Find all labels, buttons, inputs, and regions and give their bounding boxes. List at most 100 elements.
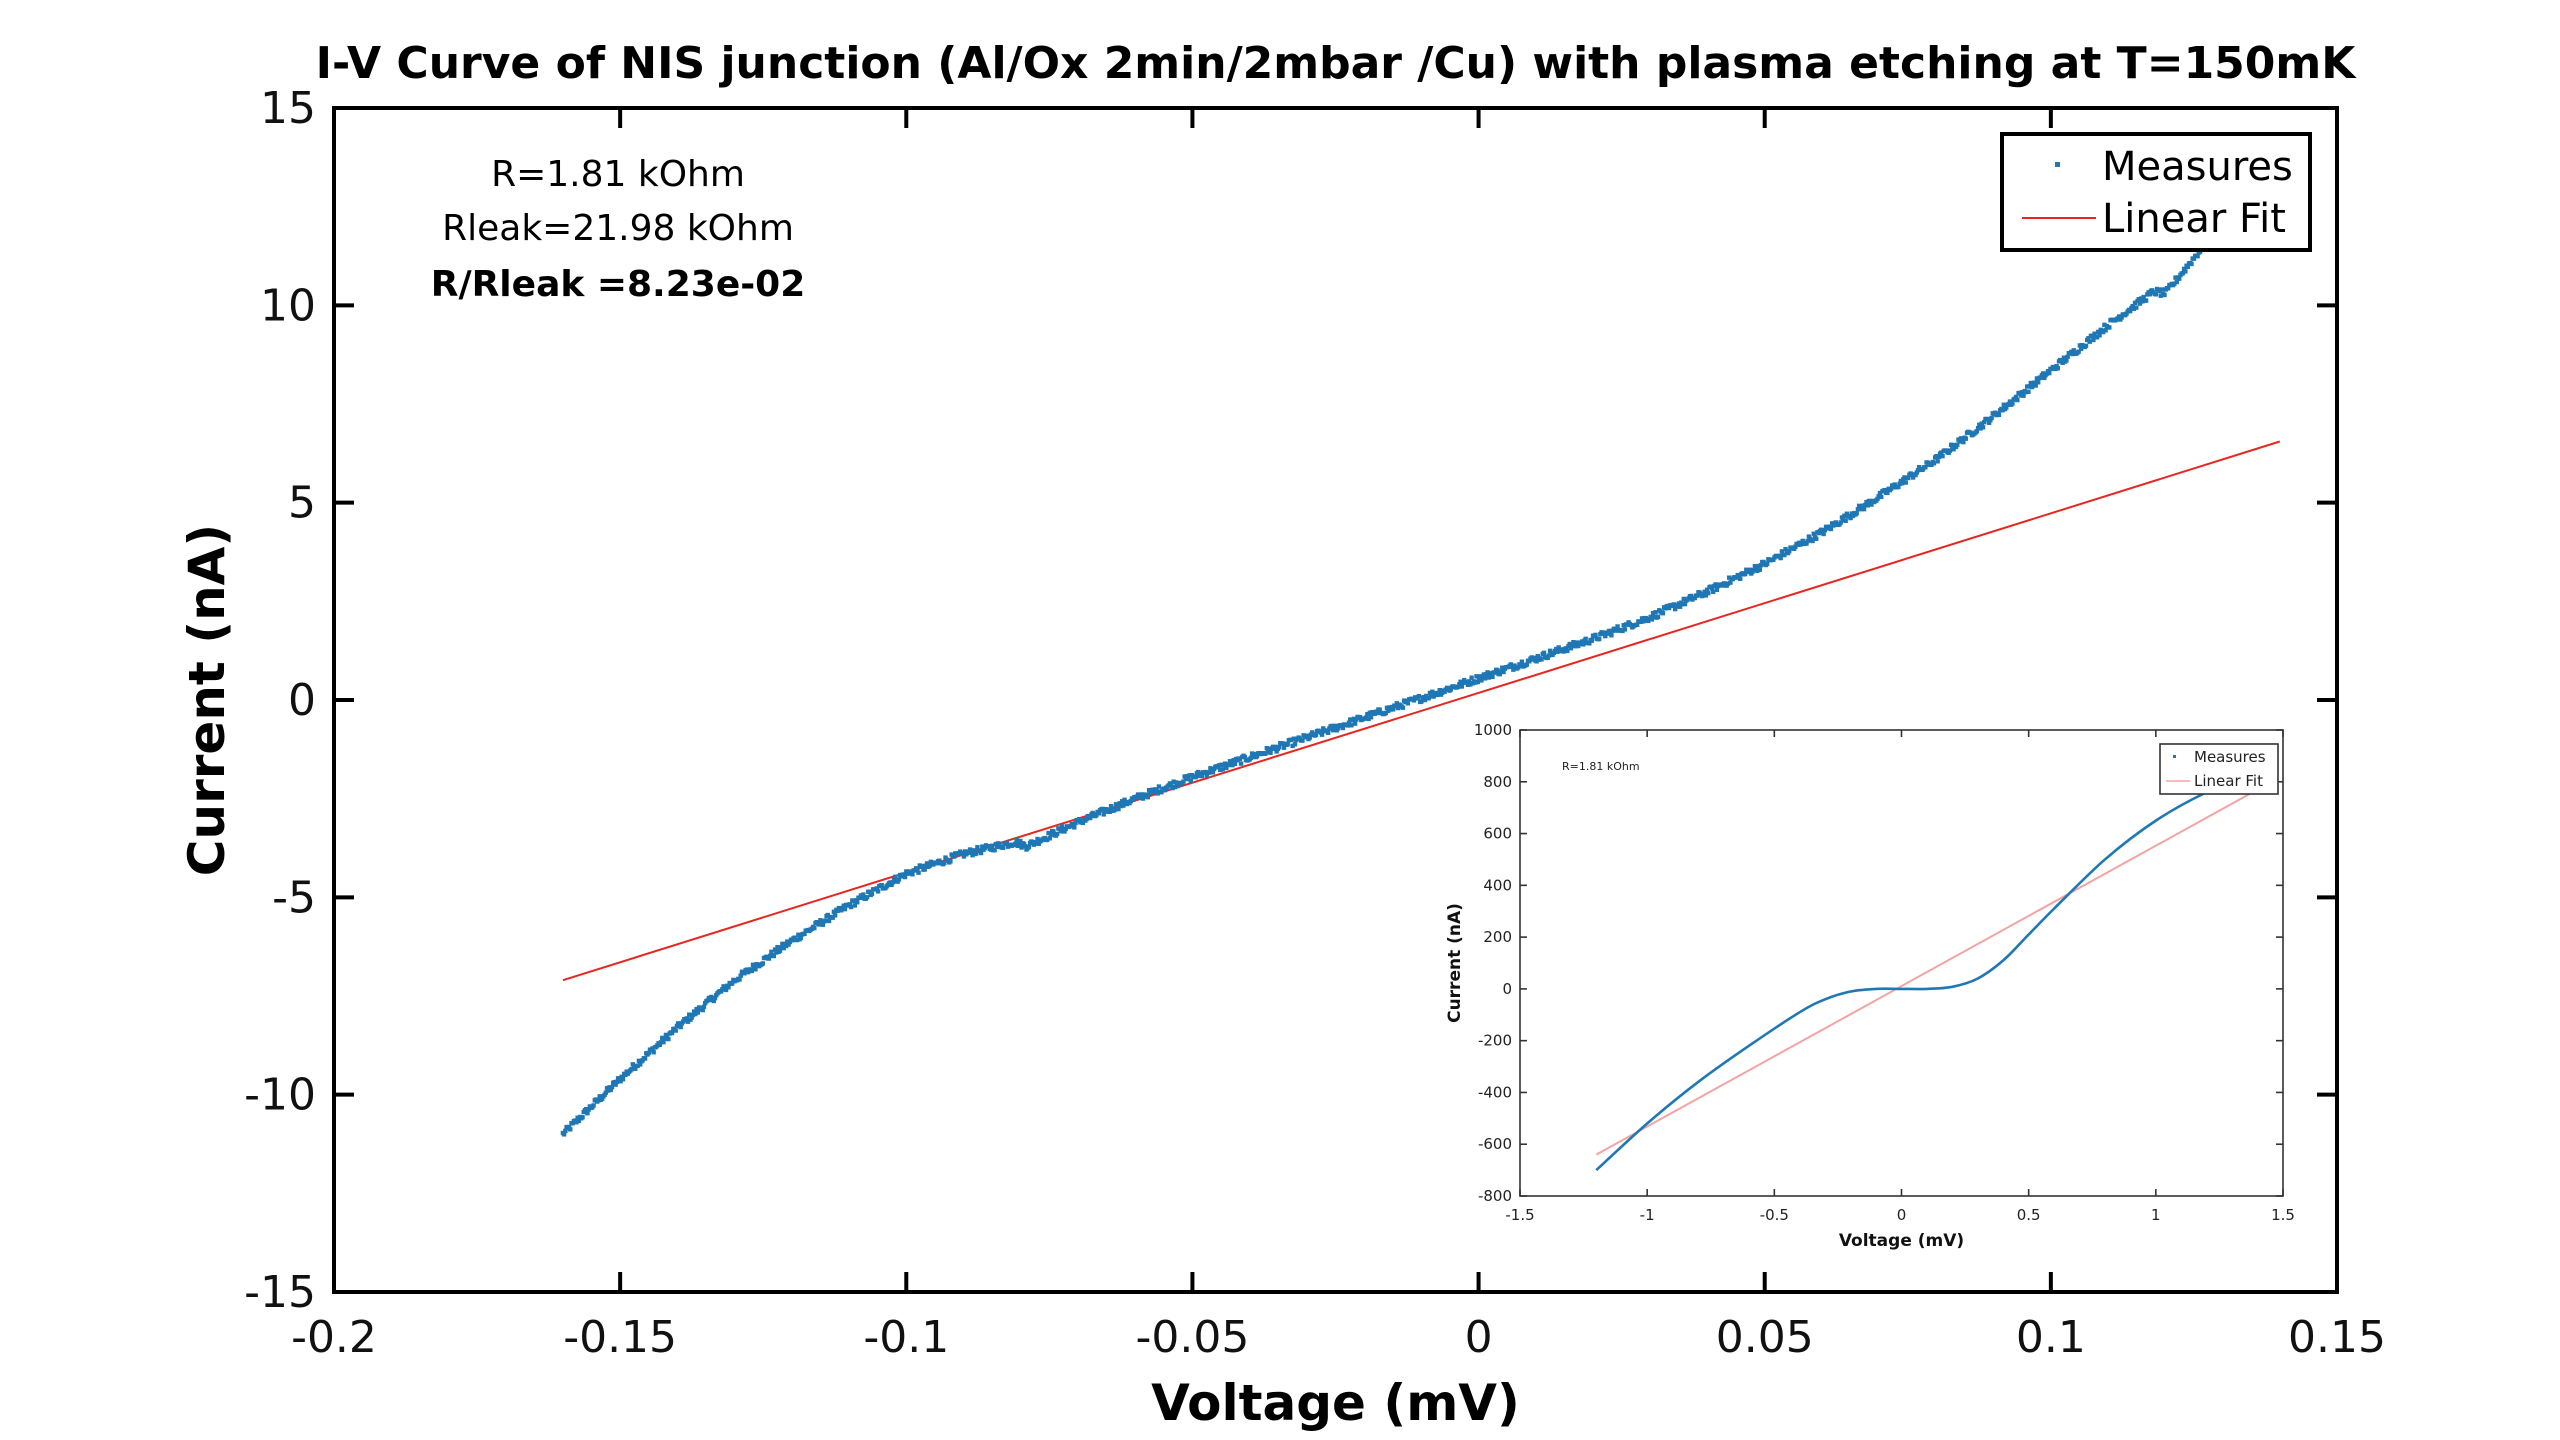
measure-point <box>1672 606 1678 612</box>
measure-point <box>1474 674 1479 679</box>
measure-point <box>629 1067 634 1072</box>
measure-point <box>2177 276 2182 281</box>
measure-point <box>781 945 786 951</box>
measure-point <box>2026 389 2031 394</box>
measure-point <box>630 1062 636 1067</box>
measure-point <box>729 981 735 986</box>
measure-point <box>620 1077 626 1082</box>
measure-point <box>1974 429 1980 434</box>
measure-point <box>1273 744 1278 750</box>
measure-point <box>2078 346 2084 352</box>
measure-point <box>994 844 1000 850</box>
measure-point <box>1841 517 1846 523</box>
measure-point <box>1531 655 1537 661</box>
measure-point <box>783 943 789 949</box>
measure-point <box>841 903 846 908</box>
x-tick-label: -0.15 <box>563 1312 677 1363</box>
measure-point <box>617 1076 622 1081</box>
measure-point <box>1198 771 1203 776</box>
measure-point <box>1249 751 1255 756</box>
measure-point <box>1519 659 1525 664</box>
measure-point <box>1649 617 1655 622</box>
measure-point <box>1498 669 1504 674</box>
measure-point <box>584 1106 589 1112</box>
measure-point <box>920 863 925 869</box>
measures-points <box>560 143 2282 1137</box>
measure-point <box>1838 520 1843 525</box>
measure-point <box>646 1050 651 1056</box>
measure-point <box>2174 279 2179 285</box>
measure-point <box>1427 690 1433 696</box>
measure-point <box>1460 680 1466 686</box>
measure-point <box>2061 355 2067 360</box>
main-chart: I-V Curve of NIS junction (Al/Ox 2min/2m… <box>178 38 2386 1432</box>
measure-point <box>1848 515 1853 521</box>
measure-point <box>2070 351 2075 357</box>
measure-point <box>1695 593 1700 598</box>
measure-point <box>738 973 743 978</box>
measure-point <box>1547 648 1553 654</box>
measure-point <box>852 903 857 908</box>
measure-point <box>606 1088 611 1093</box>
measure-point <box>1628 622 1634 628</box>
measure-point <box>1869 502 1874 507</box>
measure-point <box>1384 705 1390 710</box>
measure-point <box>575 1115 580 1121</box>
measure-point <box>1428 694 1434 699</box>
measure-point <box>893 874 898 880</box>
measure-point <box>660 1035 665 1041</box>
y-axis-label: Current (nA) <box>178 524 236 876</box>
measure-point <box>2172 281 2177 286</box>
measure-point <box>1676 601 1682 606</box>
measure-point <box>1757 567 1763 572</box>
measure-point <box>1062 829 1067 834</box>
measure-point <box>2055 366 2061 371</box>
measure-point <box>1605 631 1610 636</box>
measure-point <box>1168 782 1174 787</box>
measure-point <box>574 1120 579 1125</box>
measure-point <box>1183 776 1189 782</box>
measure-point <box>1186 776 1191 782</box>
inset-y-tick-label: -400 <box>1478 1083 1512 1101</box>
inset-annotation: R=1.81 kOhm <box>1562 760 1640 773</box>
measure-point <box>635 1063 640 1068</box>
measure-point <box>1573 644 1579 649</box>
measure-point <box>785 939 790 944</box>
measure-point <box>1231 757 1236 763</box>
measure-point <box>607 1085 612 1090</box>
measure-point <box>1568 646 1574 651</box>
measure-point <box>1563 646 1569 651</box>
measure-point <box>2017 390 2022 396</box>
measure-point <box>1692 595 1698 601</box>
measure-point <box>1725 581 1731 586</box>
measure-point <box>1736 572 1742 578</box>
measure-point <box>924 861 930 866</box>
measure-point <box>1365 712 1370 717</box>
measure-point <box>1188 778 1193 783</box>
measure-point <box>1675 604 1680 609</box>
measure-point <box>1713 582 1718 587</box>
measure-point <box>1951 447 1956 452</box>
legend-label-measures: Measures <box>2102 144 2293 190</box>
measure-point <box>1811 531 1816 536</box>
measure-point <box>817 922 822 927</box>
measure-point <box>742 971 747 976</box>
measure-point <box>1888 486 1894 491</box>
measure-point <box>1939 450 1944 455</box>
measure-point <box>1936 454 1942 460</box>
measure-point <box>1524 662 1530 667</box>
measure-point <box>989 843 995 848</box>
measure-point <box>726 985 731 990</box>
measure-point <box>1015 843 1021 849</box>
measure-point <box>1704 587 1710 592</box>
measure-point <box>832 913 838 918</box>
measure-point <box>2086 336 2091 341</box>
measure-point <box>1764 561 1770 566</box>
measure-point <box>722 984 727 990</box>
measure-point <box>1030 839 1035 845</box>
measure-point <box>1329 723 1335 729</box>
measure-point <box>1495 667 1500 673</box>
measure-point <box>568 1127 573 1132</box>
measure-point <box>1430 689 1435 694</box>
measure-point <box>779 945 784 950</box>
